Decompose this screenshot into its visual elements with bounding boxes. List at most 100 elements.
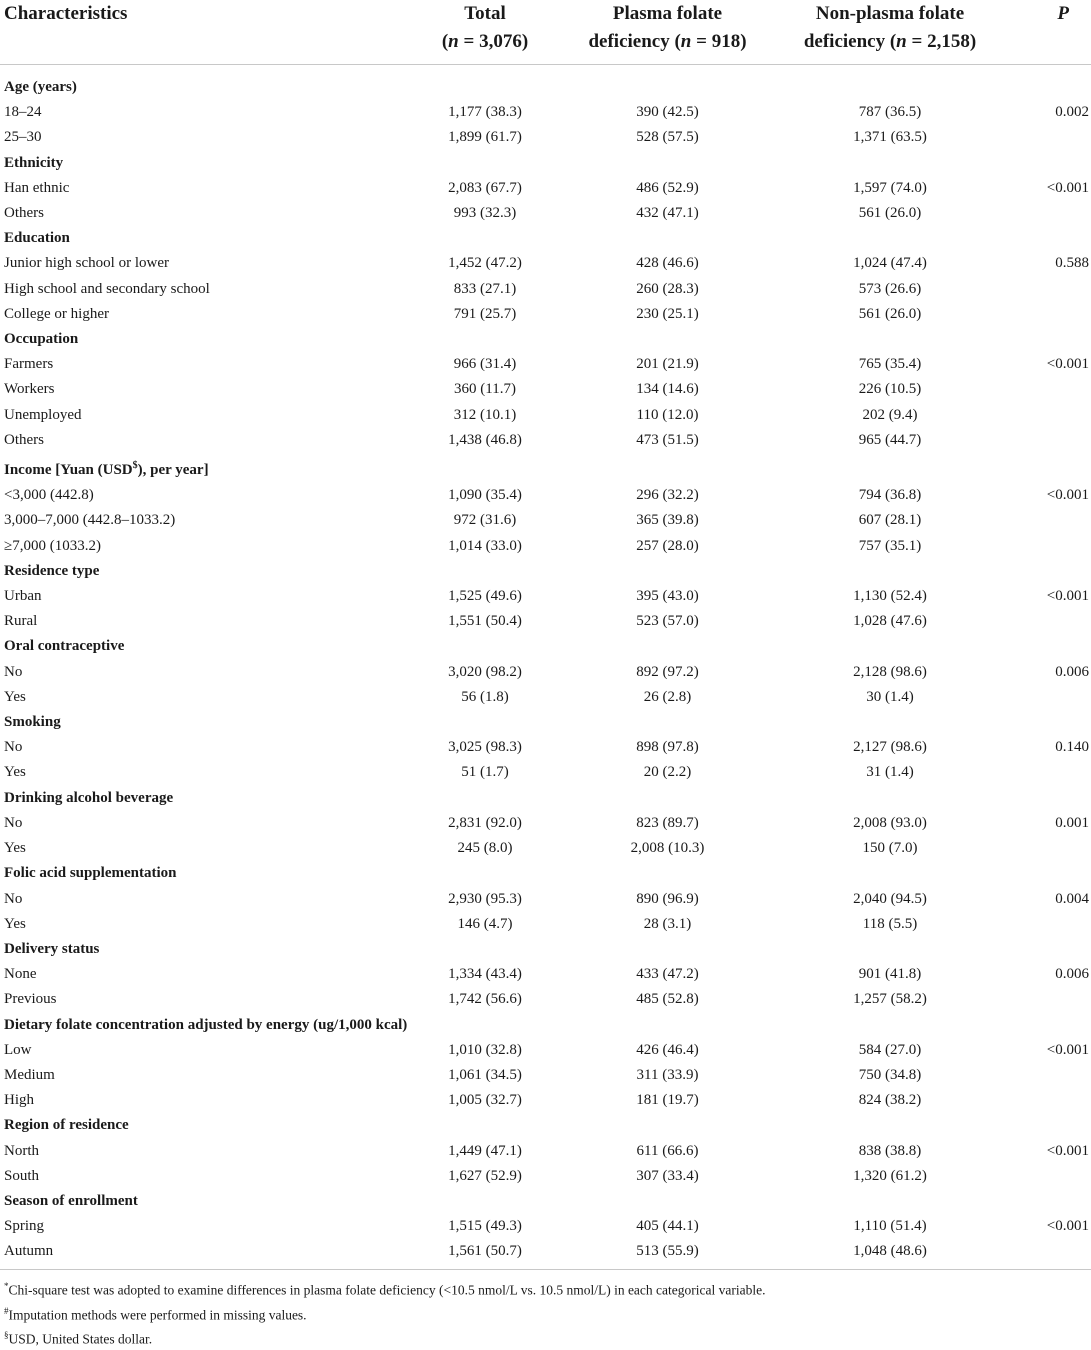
row-label: No — [4, 739, 23, 756]
footnote: #Imputation methods were performed in mi… — [4, 1301, 1091, 1326]
row-label: Others — [4, 205, 44, 222]
cell-plasma-deficiency: 823 (89.7) — [636, 814, 699, 831]
section-title: Delivery status — [4, 940, 100, 957]
cell-nonplasma-deficiency: 561 (26.0) — [858, 205, 922, 222]
characteristics-table: Characteristics Total (n = 3,076) Plasma… — [0, 0, 1091, 1271]
section-header-row: Ethnicity — [0, 151, 1091, 176]
section-header-row: Folic acid supplementation — [0, 861, 1091, 886]
cell-plasma-deficiency: 523 (57.0) — [636, 613, 699, 630]
footnote-text: Chi-square test was adopted to examine d… — [8, 1282, 766, 1298]
section-title: Education — [4, 230, 70, 247]
row-label: No — [4, 890, 23, 907]
cell-nonplasma-deficiency: 757 (35.1) — [858, 537, 922, 554]
cell-total: 1,449 (47.1) — [448, 1142, 522, 1159]
cell-p-value: 0.140 — [1055, 739, 1089, 756]
cell-nonplasma-deficiency: 2,128 (98.6) — [853, 663, 927, 680]
cell-plasma-deficiency: 28 (3.1) — [643, 915, 692, 932]
row-label: Medium — [4, 1066, 55, 1083]
row-label: 18–24 — [4, 104, 42, 121]
cell-plasma-deficiency: 260 (28.3) — [636, 280, 699, 297]
cell-nonplasma-deficiency: 838 (38.8) — [858, 1142, 922, 1159]
section-title: Season of enrollment — [4, 1192, 138, 1209]
cell-total: 1,177 (38.3) — [448, 104, 522, 121]
cell-p-value: <0.001 — [1046, 356, 1089, 373]
section-header-row: Season of enrollment — [0, 1189, 1091, 1214]
cell-nonplasma-deficiency: 1,320 (61.2) — [853, 1167, 927, 1184]
section-header-row: Dietary folate concentration adjusted by… — [0, 1013, 1091, 1038]
header-plasma-line2: deficiency (n = 918) — [588, 31, 747, 52]
cell-nonplasma-deficiency: 30 (1.4) — [866, 688, 914, 705]
footnote-mark: § — [4, 1330, 9, 1341]
cell-p-value: 0.006 — [1055, 966, 1089, 983]
cell-total: 1,061 (34.5) — [448, 1066, 522, 1083]
row-label: None — [4, 966, 37, 983]
row-label: Previous — [4, 991, 57, 1008]
table-row: No 3,025 (98.3) 898 (97.8) 2,127 (98.6) 0.14… — [0, 735, 1091, 760]
section-header-row: Delivery status — [0, 937, 1091, 962]
cell-nonplasma-deficiency: 1,371 (63.5) — [853, 129, 927, 146]
section-header-row: Age (years) — [0, 75, 1091, 100]
cell-total: 1,742 (56.6) — [448, 991, 522, 1008]
footnote-mark: * — [4, 1281, 9, 1292]
header-nonplasma-line2: deficiency (n = 2,158) — [803, 31, 977, 52]
cell-total: 1,627 (52.9) — [448, 1167, 522, 1184]
cell-p-value — [1005, 277, 1091, 302]
cell-nonplasma-deficiency: 2,040 (94.5) — [853, 890, 927, 907]
cell-plasma-deficiency: 201 (21.9) — [636, 356, 699, 373]
cell-p-value — [1005, 403, 1091, 428]
cell-total: 1,010 (32.8) — [448, 1041, 522, 1058]
cell-nonplasma-deficiency: 1,130 (52.4) — [853, 588, 927, 605]
row-label: Autumn — [0, 1239, 410, 1271]
row-label: Junior high school or lower — [4, 255, 169, 272]
section-title: Age (years) — [4, 79, 77, 95]
header-nonplasma-deficiency: Non-plasma folate deficiency (n = 2,158) — [775, 0, 1005, 65]
table-row: North 1,449 (47.1) 611 (66.6) 838 (38.8) <0.… — [0, 1139, 1091, 1164]
cell-total: 312 (10.1) — [453, 406, 517, 423]
cell-plasma-deficiency: 395 (43.0) — [636, 588, 699, 605]
cell-nonplasma-deficiency: 2,127 (98.6) — [853, 739, 927, 756]
cell-nonplasma-deficiency: 584 (27.0) — [858, 1041, 922, 1058]
row-label: Unemployed — [4, 406, 82, 423]
table-row: Medium 1,061 (34.5) 311 (33.9) 750 (34.8) — [0, 1063, 1091, 1088]
header-characteristics: Characteristics — [0, 0, 410, 65]
section-title: Income [Yuan (USD$), per year] — [4, 460, 209, 479]
cell-p-value — [1005, 508, 1091, 533]
cell-p-value: 0.001 — [1055, 814, 1089, 831]
table-row: No 3,020 (98.2) 892 (97.2) 2,128 (98.6) 0.00… — [0, 660, 1091, 685]
section-header-row: Oral contraceptive — [0, 634, 1091, 659]
cell-nonplasma-deficiency: 2,008 (93.0) — [853, 814, 927, 831]
table-footnotes: *Chi-square test was adopted to examine … — [0, 1276, 1091, 1350]
cell-p-value — [1005, 201, 1091, 226]
cell-total: 791 (25.7) — [453, 305, 517, 322]
table-row: <3,000 (442.8) 1,090 (35.4) 296 (32.2) 794 … — [0, 483, 1091, 508]
cell-plasma-deficiency: 892 (97.2) — [636, 663, 699, 680]
cell-nonplasma-deficiency: 901 (41.8) — [858, 966, 922, 983]
row-label: ≥7,000 (1033.2) — [4, 537, 101, 554]
cell-total: 1,561 (50.7) — [410, 1239, 560, 1271]
cell-plasma-deficiency: 365 (39.8) — [636, 512, 699, 529]
footnote-text: Imputation methods were performed in mis… — [8, 1307, 307, 1323]
cell-p-value: <0.001 — [1046, 487, 1089, 504]
cell-nonplasma-deficiency: 561 (26.0) — [858, 305, 922, 322]
table-row: Autumn 1,561 (50.7) 513 (55.9) 1,048 (48.6) — [0, 1239, 1091, 1271]
cell-plasma-deficiency: 405 (44.1) — [636, 1218, 699, 1235]
cell-plasma-deficiency: 134 (14.6) — [636, 381, 699, 398]
cell-plasma-deficiency: 428 (46.6) — [636, 255, 699, 272]
section-header-row: Smoking — [0, 710, 1091, 735]
cell-nonplasma-deficiency: 765 (35.4) — [858, 356, 922, 373]
cell-nonplasma-deficiency: 824 (38.2) — [858, 1092, 922, 1109]
cell-plasma-deficiency: 486 (52.9) — [636, 179, 699, 196]
table-row: Farmers 966 (31.4) 201 (21.9) 765 (35.4) <0.… — [0, 352, 1091, 377]
cell-p-value — [1005, 1063, 1091, 1088]
cell-total: 1,005 (32.7) — [448, 1092, 522, 1109]
cell-nonplasma-deficiency: 787 (36.5) — [858, 104, 922, 121]
table-row: High school and secondary school 833 (27.… — [0, 277, 1091, 302]
cell-plasma-deficiency: 257 (28.0) — [636, 537, 699, 554]
cell-plasma-deficiency: 485 (52.8) — [636, 991, 699, 1008]
table-row: None 1,334 (43.4) 433 (47.2) 901 (41.8) 0.00… — [0, 962, 1091, 987]
cell-p-value: 0.588 — [1055, 255, 1089, 272]
cell-plasma-deficiency: 26 (2.8) — [643, 688, 692, 705]
table-row: Rural 1,551 (50.4) 523 (57.0) 1,028 (47.6) — [0, 609, 1091, 634]
table-row: Others 993 (32.3) 432 (47.1) 561 (26.0) — [0, 201, 1091, 226]
row-label: Others — [4, 431, 44, 448]
